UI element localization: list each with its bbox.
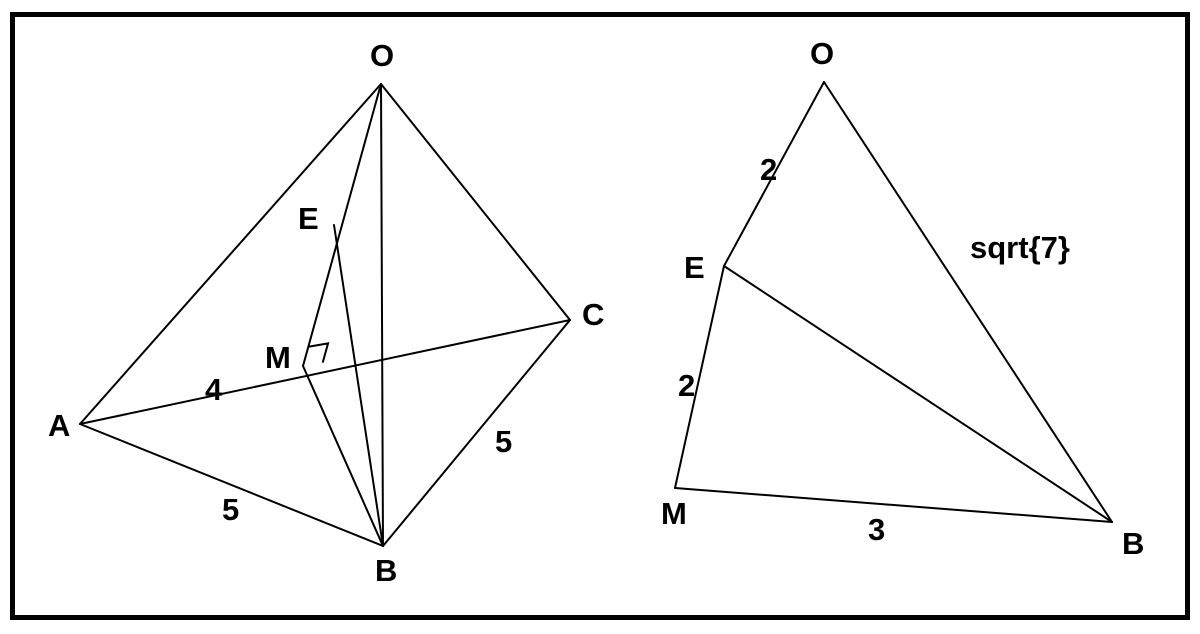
label: 3 (868, 512, 885, 547)
label: B (375, 553, 397, 588)
right-angle-marker (308, 343, 328, 362)
edge (381, 84, 570, 320)
geometry-svg: O A B C E M 4 5 5 O E M B 2 2 3 sqrt{7} (0, 0, 1200, 634)
label: 2 (760, 152, 777, 187)
label: B (1122, 526, 1144, 561)
edge (334, 225, 383, 546)
edge (80, 84, 381, 424)
label: 5 (222, 492, 239, 527)
label: M (265, 340, 291, 375)
label: 4 (205, 372, 223, 407)
label: O (810, 36, 834, 71)
label: sqrt{7} (970, 230, 1070, 265)
label: 5 (495, 424, 512, 459)
diagram-frame: O A B C E M 4 5 5 O E M B 2 2 3 sqrt{7} (10, 12, 1190, 620)
edge (381, 84, 383, 546)
edge (824, 82, 1112, 522)
edge (724, 266, 1112, 522)
label: E (684, 250, 705, 285)
label: 2 (678, 368, 695, 403)
label: O (370, 38, 394, 73)
edge (675, 488, 1112, 522)
label: M (661, 496, 687, 531)
label: C (582, 297, 604, 332)
label: A (48, 408, 70, 443)
label: E (298, 201, 319, 236)
